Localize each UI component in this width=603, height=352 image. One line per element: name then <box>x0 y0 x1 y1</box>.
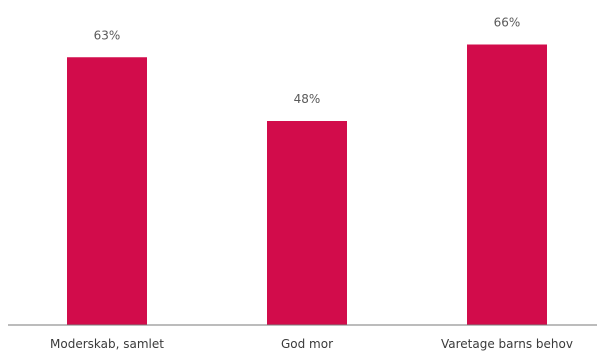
bars-group <box>67 44 547 325</box>
category-label: Moderskab, samlet <box>50 337 164 351</box>
category-label: God mor <box>281 337 333 351</box>
bar-value-label: 48% <box>294 92 321 106</box>
bar-3 <box>467 44 547 325</box>
bar-value-label: 66% <box>494 16 521 30</box>
bar-1 <box>67 57 147 325</box>
value-labels-group: 63% 48% 66% <box>94 16 521 107</box>
bar-value-label: 63% <box>94 28 121 42</box>
category-labels-group: Moderskab, samlet God mor Varetage barns b… <box>50 337 573 351</box>
bar-2 <box>267 121 347 325</box>
category-label: Varetage barns behov <box>441 337 573 351</box>
